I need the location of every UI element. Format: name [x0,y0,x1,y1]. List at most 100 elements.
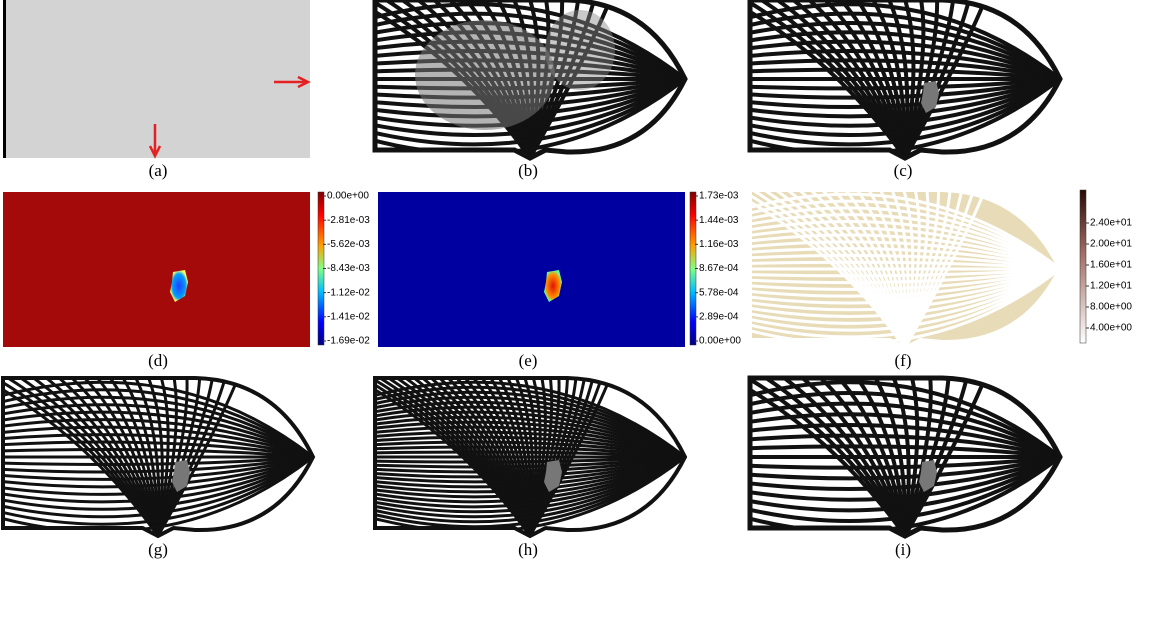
panel-label: (g) [148,540,168,559]
member [750,267,1060,285]
panel-label: (f) [895,351,912,370]
member [156,378,170,536]
outline [373,376,688,539]
colorbar-label: 1.20e+01 [1090,281,1132,292]
member [903,378,952,536]
member [750,455,1060,502]
member [73,378,160,536]
member [115,378,160,536]
member [375,455,685,524]
member [750,58,1060,81]
member [375,2,685,81]
outline [747,375,1063,539]
panel-label: (b) [518,161,538,180]
member [375,77,685,119]
member [4,378,160,536]
colorbar-label: 1.44e-03 [699,215,739,226]
member [3,388,313,459]
member [3,425,313,459]
member [87,378,160,536]
member [375,77,685,147]
member [3,455,313,526]
member [750,77,1060,91]
member [750,260,1060,271]
member [750,267,1060,312]
member [750,77,1060,138]
member [750,455,1060,492]
members [750,190,1060,348]
member [375,455,685,529]
void [919,460,937,492]
member [3,455,313,504]
member [3,418,313,459]
colorbar-label: -2.81e-03 [327,215,370,226]
member [750,433,1060,459]
structure [747,375,1063,539]
outline [747,0,1063,161]
member [750,422,1060,459]
members [375,378,685,536]
structure [1,376,316,539]
load-arrow [274,75,311,89]
member [375,77,685,138]
member [750,444,1060,459]
structure [748,188,1063,351]
members [750,378,1060,536]
member [867,378,908,536]
member [750,247,1060,271]
outline [1,376,316,539]
member [375,400,685,459]
member [848,190,907,348]
structure [747,0,1063,161]
colorbar-label: 2.89e-04 [699,311,739,322]
member [823,190,907,348]
blur [415,20,555,130]
members [750,0,1060,158]
member [3,455,313,496]
member [3,440,313,459]
member [750,67,1060,81]
member [750,267,1060,325]
member [750,253,1060,271]
member [750,267,1060,305]
member [903,378,920,536]
member [750,77,1060,100]
colorbar-label: 2.00e+01 [1090,239,1132,250]
load-arrow [148,124,162,159]
member [750,267,1060,278]
member [750,390,1060,459]
member [17,378,160,536]
member [750,77,1060,147]
member [3,433,313,459]
domain [3,0,310,158]
member [750,267,1060,291]
member [375,77,685,128]
void [172,460,190,492]
blur [545,10,615,90]
member [750,455,1060,513]
member [750,240,1060,271]
colorbar-label: -1.41e-02 [327,311,370,322]
colorbar-label: 1.73e-03 [699,191,739,202]
structure [373,376,688,539]
member [59,378,160,536]
member [375,410,685,459]
colorbar-label: -1.12e-02 [327,287,370,298]
member [750,380,1060,459]
panel-label: (h) [518,540,538,559]
member [375,455,685,494]
colorbar-label: 0.00e+00 [699,336,741,347]
member [898,190,915,348]
colorbar-label: -5.62e-03 [327,239,370,250]
panel-label: (d) [148,351,168,370]
member [750,455,1060,524]
member [156,378,178,536]
member [101,378,160,536]
colorbar-label: 8.67e-04 [699,263,739,274]
member [835,190,907,348]
support [3,0,6,158]
member [860,190,907,348]
member [375,455,685,514]
field [378,192,685,347]
